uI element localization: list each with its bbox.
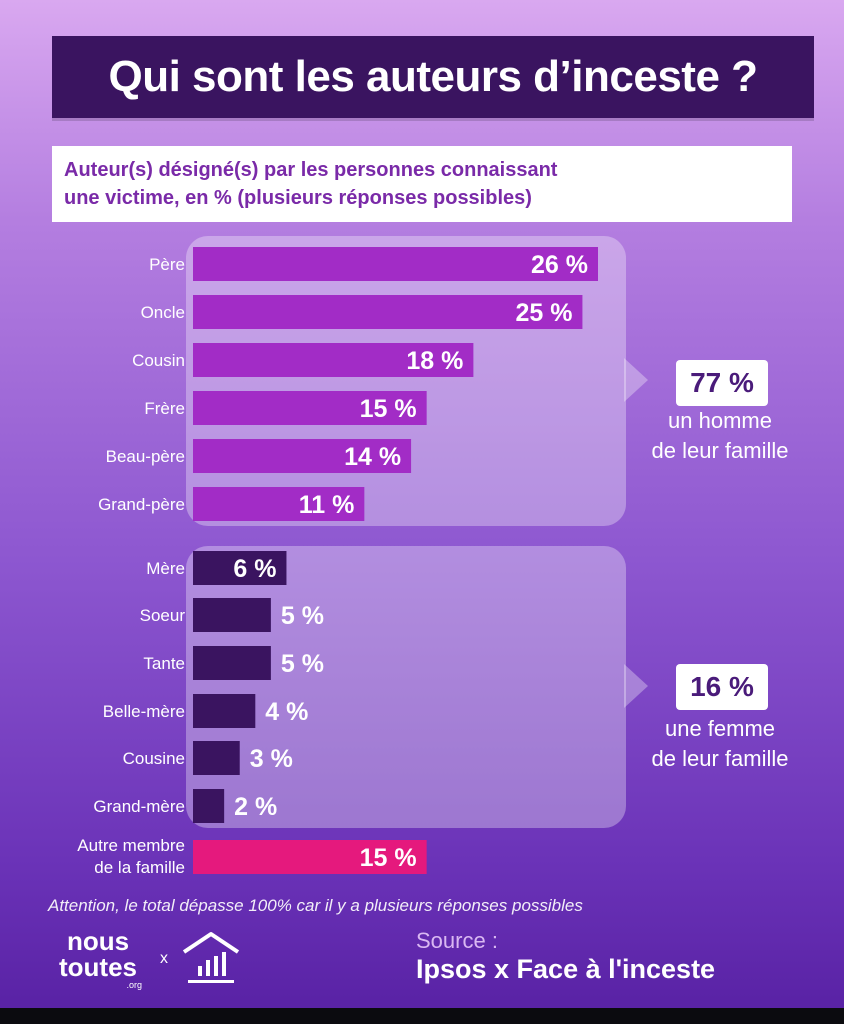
- bar-cousine: [193, 741, 240, 775]
- chart-subtitle: Auteur(s) désigné(s) par les personnes c…: [52, 146, 792, 222]
- bar-belle-mere: [193, 694, 256, 728]
- category-label-beau-pere: Beau-père: [106, 447, 185, 466]
- logo-separator: x: [160, 950, 168, 967]
- category-label-belle-mere: Belle-mère: [103, 702, 185, 721]
- category-label-cousine: Cousine: [123, 749, 185, 768]
- page-title: Qui sont les auteurs d’inceste ?: [52, 36, 814, 118]
- category-label-cousin: Cousin: [132, 351, 185, 370]
- noustoutes-logo: nous toutes .org: [48, 928, 148, 990]
- bar-beau-pere: [193, 439, 412, 473]
- category-label-grand-pere: Grand-père: [98, 495, 185, 514]
- bar-grand-pere: [193, 487, 365, 521]
- value-label-oncle: 25 %: [515, 299, 572, 327]
- bar-frere: [193, 391, 427, 425]
- logo-line-1: nous: [66, 926, 130, 956]
- logo-org: .org: [126, 980, 142, 990]
- men-total-value: 77 %: [676, 360, 768, 406]
- bar-oncle: [193, 295, 583, 329]
- men-caption-line-2: de leur famille: [651, 438, 789, 463]
- women-total-value: 16 %: [676, 664, 768, 710]
- bottom-bar: [0, 1008, 844, 1024]
- bar-soeur: [193, 598, 271, 632]
- value-label-pere: 26 %: [531, 251, 588, 279]
- category-label-frere: Frère: [144, 399, 185, 418]
- value-label-autre-membre-de-la-famille: 15 %: [360, 844, 417, 872]
- category-label-oncle: Oncle: [141, 303, 185, 322]
- bar-mere: [193, 551, 287, 585]
- bar-grand-mere: [193, 789, 225, 823]
- bar-autre-membre-de-la-famille: [193, 840, 427, 874]
- subtitle-line-1: Auteur(s) désigné(s) par les personnes c…: [64, 159, 558, 181]
- value-label-belle-mere: 4 %: [265, 698, 308, 726]
- value-label-cousine: 3 %: [250, 745, 293, 773]
- category-label-autre-membre-de-la-famille-2: de la famille: [94, 858, 185, 877]
- source-name: Ipsos x Face à l'inceste: [416, 954, 716, 984]
- value-label-mere: 6 %: [233, 555, 276, 583]
- subtitle-line-2: une victime, en % (plusieurs réponses po…: [64, 187, 532, 209]
- men-caption-line-1: un homme: [668, 408, 772, 433]
- women-total-caption: une femme de leur famille: [620, 714, 820, 774]
- women-caption-line-2: de leur famille: [651, 746, 789, 771]
- logo-line-2: toutes: [59, 952, 137, 982]
- bank-chart-icon: [182, 932, 240, 983]
- bar-tante: [193, 646, 271, 680]
- bar-pere: [193, 247, 598, 281]
- category-label-soeur: Soeur: [140, 606, 186, 625]
- source-label: Source :: [416, 928, 498, 953]
- footnote: Attention, le total dépasse 100% car il …: [48, 896, 583, 915]
- value-label-frere: 15 %: [360, 395, 417, 423]
- men-total-caption: un homme de leur famille: [620, 406, 820, 466]
- women-caption-line-1: une femme: [664, 716, 776, 741]
- category-label-pere: Père: [149, 255, 185, 274]
- value-label-soeur: 5 %: [281, 602, 324, 630]
- value-label-beau-pere: 14 %: [344, 443, 401, 471]
- bar-cousin: [193, 343, 474, 377]
- category-label-grand-mere: Grand-mère: [93, 797, 185, 816]
- category-label-autre-membre-de-la-famille-1: Autre membre: [77, 836, 185, 855]
- value-label-grand-pere: 11 %: [299, 491, 355, 519]
- value-label-cousin: 18 %: [406, 347, 463, 375]
- value-label-grand-mere: 2 %: [234, 793, 277, 821]
- category-label-mere: Mère: [146, 559, 185, 578]
- men-bracket-pointer: [624, 358, 648, 402]
- men-group-bracket: [186, 236, 648, 526]
- category-label-tante: Tante: [143, 654, 185, 673]
- value-label-tante: 5 %: [281, 650, 324, 678]
- women-bracket-pointer: [624, 664, 648, 708]
- women-group-bracket: [186, 546, 648, 828]
